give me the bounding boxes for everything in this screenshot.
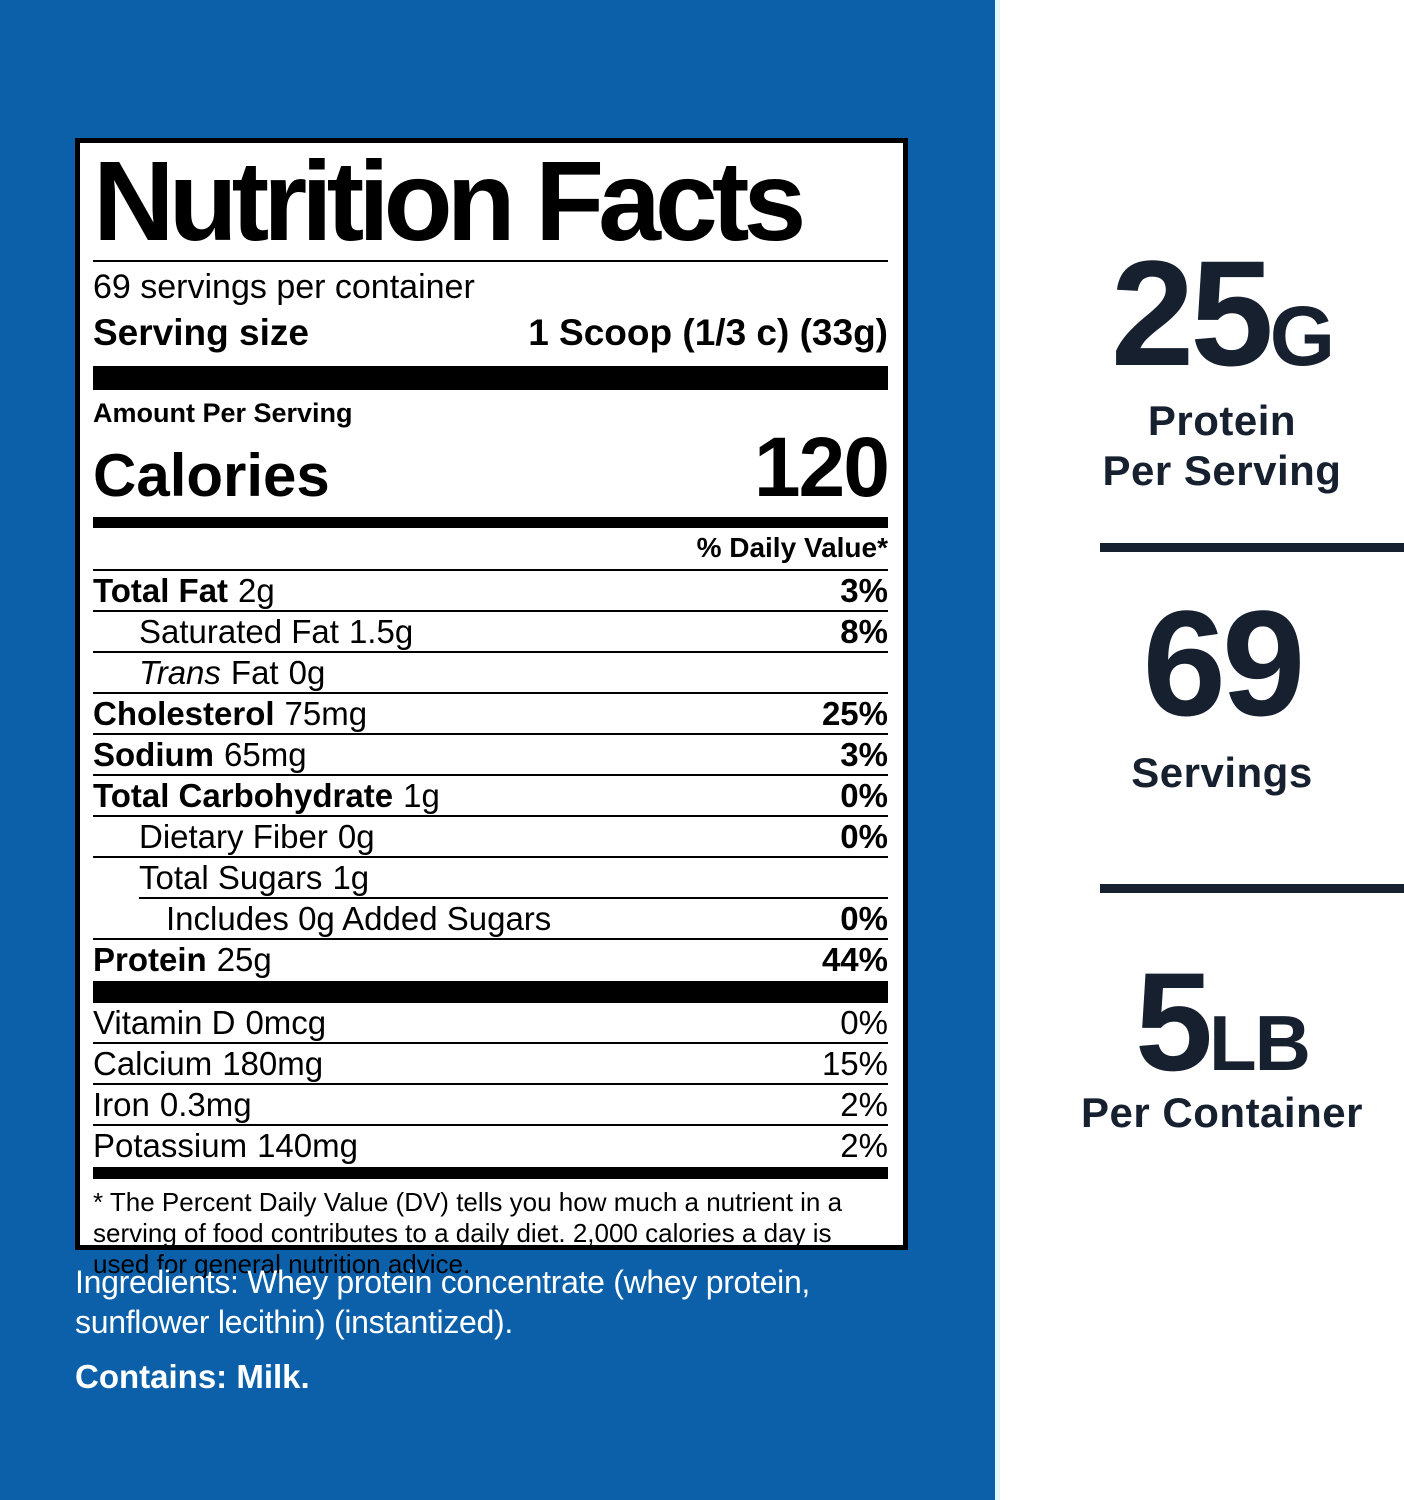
nutrient-row-saturated-fat: Saturated Fat 1.5g 8% bbox=[93, 610, 888, 651]
vitamin-name: Vitamin D bbox=[93, 1004, 236, 1041]
medium-separator-bar bbox=[93, 517, 888, 528]
ingredients-text: Ingredients: Whey protein concentrate (w… bbox=[75, 1264, 811, 1340]
servings-stat: 69 bbox=[1040, 588, 1404, 738]
nutrient-name: Saturated Fat bbox=[139, 613, 339, 650]
weight-stat-value: 5 bbox=[1135, 943, 1213, 1100]
nutrient-row-total-fat: Total Fat 2g 3% bbox=[93, 569, 888, 610]
daily-value-footnote: * The Percent Daily Value (DV) tells you… bbox=[93, 1187, 843, 1279]
nutrient-name: Dietary Fiber bbox=[139, 818, 328, 855]
nutrient-name: Total Carbohydrate bbox=[93, 777, 394, 814]
weight-stat-caption: Per Container bbox=[1081, 1089, 1363, 1136]
protein-amount-value: 25 bbox=[1110, 229, 1274, 397]
medium-separator-bar bbox=[93, 1167, 888, 1179]
nutrient-amount: 1g bbox=[403, 777, 440, 814]
vitamin-row-iron: Iron 0.3mg 2% bbox=[93, 1083, 888, 1124]
nutrient-row-total-sugars: Total Sugars 1g bbox=[93, 856, 888, 897]
nutrient-name: Total Fat bbox=[93, 572, 229, 609]
nutrient-name-italic: Trans bbox=[139, 654, 221, 691]
protein-amount-stat: 25G bbox=[1040, 238, 1404, 388]
nutrient-row-added-sugars: Includes 0g Added Sugars 0% bbox=[139, 897, 888, 938]
vitamin-dv: 0% bbox=[840, 1004, 888, 1041]
vitamin-amount: 140mg bbox=[257, 1127, 358, 1164]
stat-divider bbox=[1100, 884, 1404, 893]
nutrient-dv: 44% bbox=[821, 941, 888, 978]
label-title: Nutrition Facts bbox=[93, 138, 806, 264]
nutrient-amount: 0g bbox=[337, 818, 375, 855]
nutrient-row-protein: Protein 25g 44% bbox=[93, 938, 888, 979]
vitamin-dv: 2% bbox=[840, 1086, 888, 1123]
nutrient-amount: 65mg bbox=[224, 736, 307, 773]
vitamin-name: Calcium bbox=[93, 1045, 213, 1082]
weight-stat-unit: LB bbox=[1208, 999, 1311, 1087]
daily-value-header: % Daily Value* bbox=[696, 532, 888, 563]
vitamin-amount: 0.3mg bbox=[159, 1086, 252, 1123]
nutrient-name: Total Sugars bbox=[139, 859, 323, 896]
nutrient-amount: 75mg bbox=[284, 695, 368, 732]
nutrient-name: Sodium bbox=[93, 736, 214, 773]
nutrient-amount: 2g bbox=[238, 572, 275, 609]
vitamin-amount: 0mcg bbox=[245, 1004, 327, 1041]
nutrient-name: Includes 0g Added Sugars bbox=[166, 900, 552, 937]
contains-text: Contains: Milk. bbox=[75, 1358, 310, 1395]
servings-stat-caption: Servings bbox=[1131, 749, 1313, 796]
weight-stat: 5LB bbox=[1040, 952, 1404, 1092]
nutrient-name: Fat bbox=[230, 654, 279, 691]
thick-separator-bar bbox=[93, 981, 888, 1003]
thick-separator-bar bbox=[93, 366, 888, 390]
nutrient-dv: 0% bbox=[840, 900, 888, 937]
nutrient-row-trans-fat: Trans Fat 0g bbox=[93, 651, 888, 692]
serving-size-label: Serving size bbox=[93, 312, 309, 353]
protein-amount-unit: G bbox=[1269, 289, 1335, 383]
vitamin-name: Potassium bbox=[93, 1127, 248, 1164]
servings-per-container: 69 servings per container bbox=[93, 268, 475, 306]
stat-divider bbox=[1100, 543, 1404, 552]
serving-size-row: Serving size 1 Scoop (1/3 c) (33g) bbox=[93, 310, 888, 356]
nutrient-amount: 25g bbox=[216, 941, 272, 978]
vitamin-dv: 2% bbox=[840, 1127, 888, 1164]
protein-stat-caption: Protein Per Serving bbox=[1102, 397, 1342, 494]
vitamin-row-calcium: Calcium 180mg 15% bbox=[93, 1042, 888, 1083]
calories-label: Calories bbox=[93, 442, 330, 509]
nutrient-dv: 0% bbox=[840, 818, 888, 855]
nutrient-amount: 1g bbox=[332, 859, 370, 896]
vitamin-row-vitamin-d: Vitamin D 0mcg 0% bbox=[93, 1003, 888, 1042]
nutrition-facts-label: Nutrition Facts 69 servings per containe… bbox=[75, 138, 908, 1279]
divider bbox=[93, 260, 888, 262]
nutrient-dv: 8% bbox=[840, 613, 888, 650]
nutrient-row-cholesterol: Cholesterol 75mg 25% bbox=[93, 692, 888, 733]
nutrient-name: Cholesterol bbox=[93, 695, 275, 732]
nutrient-dv: 3% bbox=[840, 736, 888, 773]
nutrient-name: Protein bbox=[93, 941, 207, 978]
servings-stat-value: 69 bbox=[1142, 579, 1306, 747]
right-panel bbox=[995, 0, 1404, 1500]
nutrient-row-total-carbohydrate: Total Carbohydrate 1g 0% bbox=[93, 774, 888, 815]
calories-value: 120 bbox=[753, 420, 890, 514]
nutrient-amount: 0g bbox=[288, 654, 326, 691]
ingredients-section: Ingredients: Whey protein concentrate (w… bbox=[75, 1262, 920, 1397]
vitamin-row-potassium: Potassium 140mg 2% bbox=[93, 1124, 888, 1165]
vitamin-name: Iron bbox=[93, 1086, 150, 1123]
serving-size-value: 1 Scoop (1/3 c) (33g) bbox=[528, 312, 888, 353]
nutrient-row-sodium: Sodium 65mg 3% bbox=[93, 733, 888, 774]
nutrient-dv: 0% bbox=[840, 777, 888, 814]
nutrient-amount: 1.5g bbox=[348, 613, 414, 650]
amount-per-serving-label: Amount Per Serving bbox=[93, 398, 353, 428]
nutrient-row-dietary-fiber: Dietary Fiber 0g 0% bbox=[93, 815, 888, 856]
nutrient-dv: 3% bbox=[840, 572, 888, 609]
vitamin-dv: 15% bbox=[821, 1045, 888, 1082]
nutrient-dv: 25% bbox=[821, 695, 888, 732]
calories-row: Calories 120 bbox=[93, 420, 890, 514]
vitamin-amount: 180mg bbox=[222, 1045, 324, 1082]
